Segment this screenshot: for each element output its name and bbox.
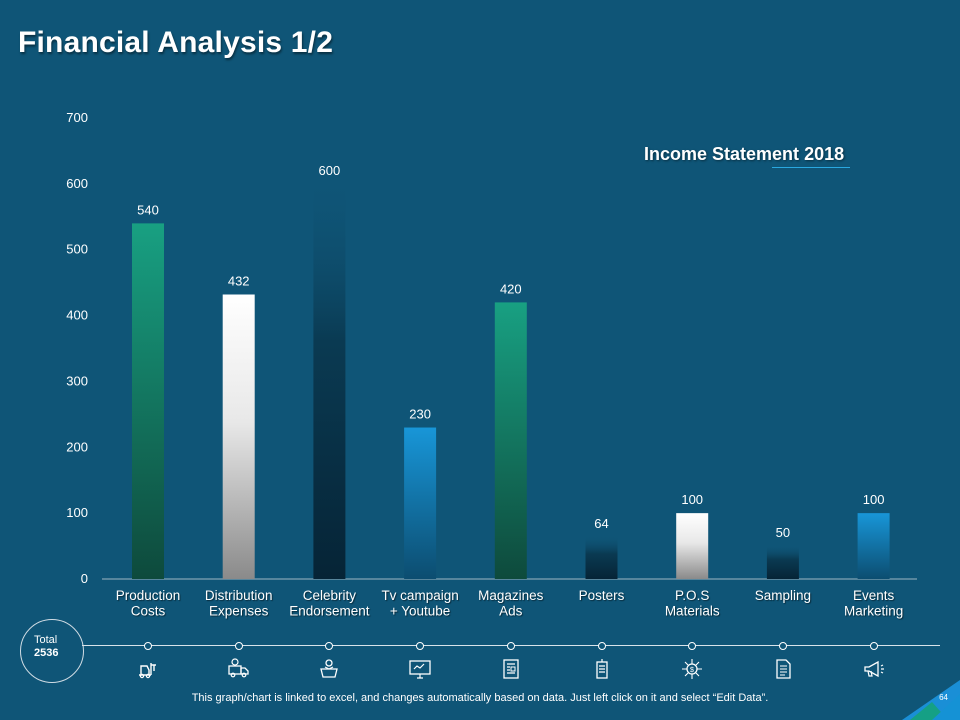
category-label: Tv campaign + Youtube (381, 588, 458, 619)
category-label-line: Posters (579, 588, 625, 603)
timeline-dot (778, 642, 787, 650)
y-tick-label: 100 (66, 505, 88, 520)
category-label: P.O.S Materials (665, 588, 720, 619)
category-label-line: Endorsement (289, 604, 370, 619)
bar (676, 513, 709, 579)
category-label-line: P.O.S (675, 588, 709, 603)
bar (494, 302, 527, 579)
monitor-icon (408, 657, 432, 681)
bar (766, 546, 799, 579)
page-number: 64 (939, 693, 948, 702)
bar (132, 223, 164, 579)
timeline-dot (506, 642, 515, 650)
bar-value-label: 64 (594, 516, 608, 531)
timeline-dot (597, 642, 606, 650)
category-label-line: Marketing (844, 604, 903, 619)
timeline-dot (144, 642, 152, 650)
category-label-line: Expenses (209, 604, 269, 619)
total-value: 2536 (34, 647, 59, 659)
forklift-icon (136, 657, 160, 681)
total-circle (20, 619, 84, 683)
category-label: Posters (579, 588, 625, 603)
y-tick-label: 600 (66, 176, 88, 191)
y-tick-label: 700 (66, 110, 88, 125)
timeline-dot (869, 642, 878, 650)
category-label: Events Marketing (844, 588, 903, 619)
magazine-icon (499, 657, 523, 681)
subtitle-underline (772, 167, 850, 168)
bar-value-label: 50 (776, 525, 790, 540)
timeline-dot (234, 642, 243, 650)
category-label-line: Ads (499, 604, 523, 619)
svg-text:$: $ (690, 667, 694, 674)
bar (857, 513, 890, 579)
category-label-line: Costs (131, 604, 166, 619)
corner-decoration (902, 680, 960, 720)
subtitle-year: 2018 (804, 144, 845, 164)
megaphone-icon (862, 657, 886, 681)
money-network-icon: $ (680, 657, 704, 681)
delivery-truck-icon (227, 657, 251, 681)
bar (222, 294, 255, 579)
y-tick-label: 500 (66, 242, 88, 257)
category-label-line: Events (853, 588, 895, 603)
timeline-dot (325, 642, 334, 650)
chart-subtitle: Income Statement 2018 (644, 144, 844, 165)
category-label: Production Costs (116, 588, 181, 619)
bar-value-label: 100 (863, 492, 885, 507)
footer-note: This graph/chart is linked to excel, and… (191, 692, 769, 704)
bar-chart: 0 100 200 300 400 500 600 700 540 432 600 230 420 64… (66, 110, 917, 619)
category-label-line: Magazines (478, 588, 544, 603)
category-label: Magazines Ads (478, 588, 544, 619)
celebrity-icon (317, 657, 341, 681)
timeline-dot (416, 642, 425, 650)
bar (404, 427, 437, 579)
category-label: Celebrity Endorsement (289, 588, 370, 619)
total-text: Total (34, 634, 58, 646)
category-label-line: Sampling (755, 588, 811, 603)
category-label-line: Production (116, 588, 181, 603)
y-tick-label: 300 (66, 373, 88, 388)
bar-value-label: 540 (137, 202, 159, 217)
poster-icon (590, 657, 614, 681)
y-tick-label: 400 (66, 308, 88, 323)
category-label-line: Celebrity (303, 588, 357, 603)
bar-value-label: 100 (681, 492, 703, 507)
document-icon (771, 657, 795, 681)
bar (313, 183, 346, 579)
subtitle-main: Income Statement (644, 144, 800, 164)
bar-value-label: 600 (319, 163, 341, 178)
category-label: Sampling (755, 588, 811, 603)
y-tick-label: 200 (66, 439, 88, 454)
bar-value-label: 230 (409, 407, 431, 422)
bar (585, 536, 618, 579)
page-title: Financial Analysis 1/2 (18, 26, 334, 59)
category-label-line: Tv campaign (381, 588, 458, 603)
bar-value-label: 420 (500, 281, 522, 296)
bar-value-label: 432 (228, 273, 250, 288)
category-label-line: Materials (665, 604, 720, 619)
total-label: Total 2536 (34, 634, 58, 660)
timeline-dot (688, 642, 697, 650)
category-label-line: + Youtube (390, 604, 450, 619)
category-label-line: Distribution (205, 588, 273, 603)
y-tick-label: 0 (81, 571, 88, 586)
category-label: Distribution Expenses (205, 588, 273, 619)
